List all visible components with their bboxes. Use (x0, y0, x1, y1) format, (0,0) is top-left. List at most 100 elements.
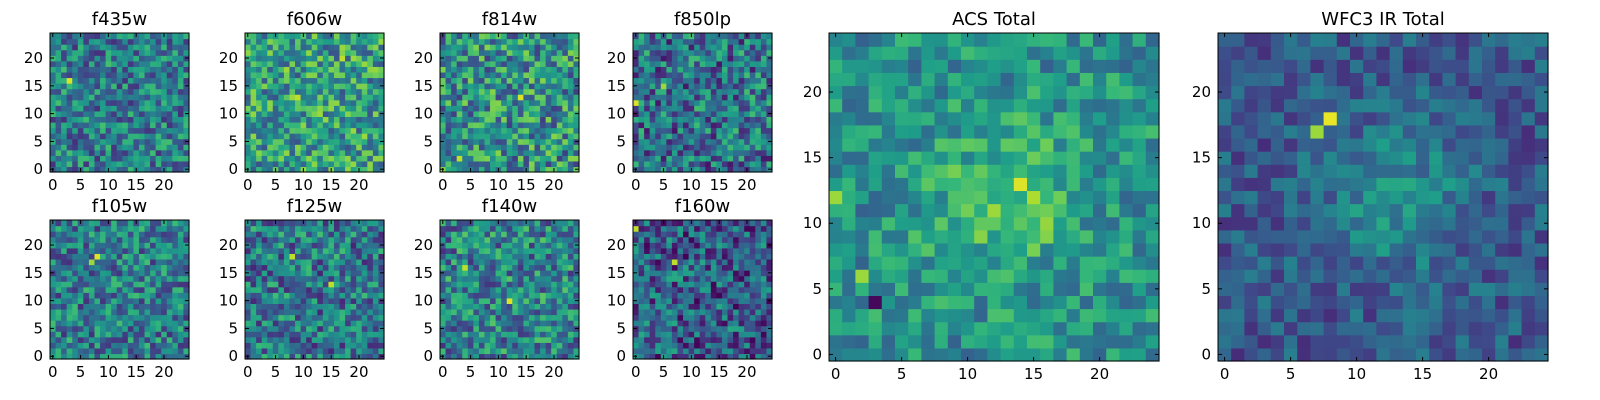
heatmap-cell (55, 236, 62, 243)
heatmap-cell (295, 253, 302, 260)
heatmap-cell (317, 49, 324, 56)
heatmap-cell (512, 99, 519, 106)
heatmap-cell (378, 33, 385, 40)
heatmap-cell (295, 105, 302, 112)
heatmap-cell (289, 160, 296, 168)
heatmap-cell (523, 231, 530, 238)
heatmap-cell (666, 99, 673, 106)
heatmap-cell (289, 138, 296, 145)
heatmap-cell (177, 83, 185, 90)
heatmap-cell (133, 127, 140, 134)
heatmap-cell (122, 99, 129, 106)
heatmap-cell (666, 127, 673, 134)
heatmap-cell (677, 71, 684, 79)
heatmap-cell (317, 83, 324, 90)
heatmap-cell (534, 160, 541, 168)
heatmap-cell (451, 116, 458, 123)
heatmap-cell (671, 116, 679, 123)
y-tick-label: 20 (219, 236, 238, 254)
heatmap-cell (183, 116, 190, 123)
heatmap-cell (760, 83, 768, 90)
heatmap-cell (177, 127, 185, 134)
heatmap-cell (567, 225, 575, 232)
heatmap-cell (283, 55, 291, 62)
heatmap-cell (166, 320, 173, 327)
heatmap-cell (100, 110, 107, 117)
heatmap-cell (272, 149, 279, 156)
heatmap-cell (72, 270, 79, 277)
heatmap-cell (710, 94, 717, 101)
heatmap-cell (694, 303, 701, 310)
heatmap-cell (345, 66, 352, 73)
heatmap-cell (50, 127, 57, 134)
heatmap-cell (172, 336, 179, 343)
heatmap-cell (328, 236, 335, 243)
x-tick-label: 10 (294, 363, 313, 381)
heatmap-cell (649, 83, 656, 90)
heatmap-cell (94, 247, 101, 254)
heatmap-cell (490, 281, 497, 288)
heatmap-cell (540, 144, 547, 151)
heatmap-cell (339, 342, 346, 349)
heatmap-cell (545, 353, 552, 360)
heatmap-cell (105, 121, 112, 129)
heatmap-cell (150, 83, 157, 90)
heatmap-cell (111, 99, 118, 106)
heatmap-cell (716, 60, 723, 67)
heatmap-cell (633, 49, 640, 56)
heatmap-cell (710, 71, 717, 79)
heatmap-cell (122, 236, 129, 243)
heatmap-cell (350, 83, 357, 90)
heatmap-cell (738, 66, 745, 73)
heatmap-cell (733, 77, 740, 84)
heatmap-cell (250, 270, 257, 277)
heatmap-cell (350, 247, 357, 254)
heatmap-cell (245, 347, 252, 355)
heatmap-cell (72, 320, 79, 327)
heatmap-cell (666, 331, 673, 338)
heatmap-cell (356, 292, 363, 299)
heatmap-cell (317, 116, 324, 123)
heatmap-cell (333, 247, 341, 254)
y-tick-label: 5 (616, 132, 626, 150)
heatmap-cell (562, 94, 569, 101)
heatmap-cell (749, 127, 756, 134)
heatmap-cell (534, 99, 541, 106)
heatmap-cell (261, 144, 268, 151)
heatmap-cell (150, 160, 157, 168)
heatmap-cell (644, 281, 651, 288)
heatmap-cell (283, 60, 291, 67)
heatmap-cell (122, 55, 129, 62)
heatmap-cell (705, 144, 712, 151)
heatmap-cell (473, 264, 480, 271)
heatmap-cell (710, 308, 717, 316)
heatmap-cell (551, 149, 558, 156)
heatmap-cell (699, 155, 706, 162)
heatmap-cell (528, 347, 536, 355)
heatmap-cell (311, 281, 318, 288)
heatmap-cell (484, 331, 491, 338)
heatmap-cell (517, 325, 524, 332)
heatmap-cell (721, 303, 729, 310)
heatmap-cell (272, 325, 279, 332)
heatmap-cell (445, 33, 452, 40)
heatmap-cell (306, 331, 313, 338)
heatmap-cell (556, 94, 563, 101)
heatmap-cell (166, 236, 173, 243)
heatmap-cell (727, 77, 734, 84)
heatmap-cell (300, 342, 307, 349)
heatmap-cell (683, 320, 690, 327)
heatmap-cell (122, 94, 129, 101)
heatmap-cell (356, 297, 363, 304)
heatmap-cell (462, 88, 469, 95)
heatmap-cell (150, 325, 157, 332)
heatmap-cell (733, 38, 740, 45)
heatmap-cell (306, 242, 313, 249)
heatmap-cell (440, 155, 447, 162)
heatmap-cell (166, 353, 173, 360)
heatmap-cell (749, 55, 756, 62)
heatmap-cell (716, 342, 723, 349)
heatmap-cell (116, 336, 123, 343)
heatmap-cell (644, 66, 651, 73)
heatmap-cell (289, 308, 296, 316)
